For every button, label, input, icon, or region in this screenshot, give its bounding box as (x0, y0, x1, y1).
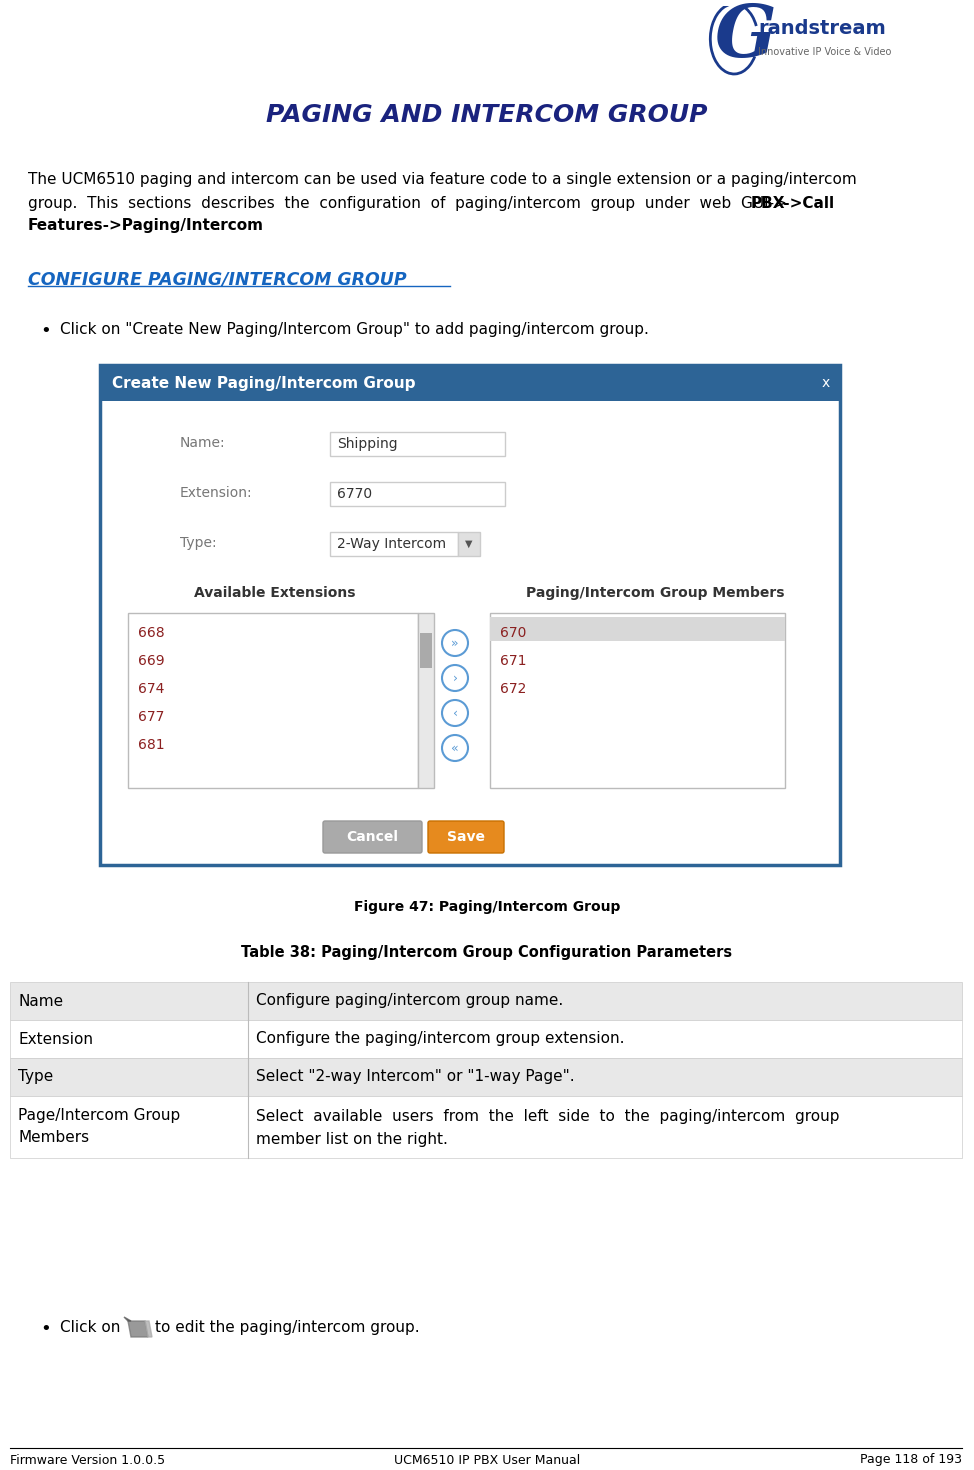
Text: 2-Way Intercom: 2-Way Intercom (337, 537, 446, 551)
Text: »: » (451, 637, 459, 650)
Text: Features->Paging/Intercom: Features->Paging/Intercom (28, 218, 264, 234)
Bar (10, 1058, 962, 1097)
Bar (458, 532, 480, 556)
Text: ‹: ‹ (453, 707, 458, 719)
Text: ▼: ▼ (466, 539, 472, 548)
Text: CONFIGURE PAGING/INTERCOM GROUP: CONFIGURE PAGING/INTERCOM GROUP (28, 270, 406, 288)
Text: The UCM6510 paging and intercom can be used via feature code to a single extensi: The UCM6510 paging and intercom can be u… (28, 172, 857, 187)
Text: Name:: Name: (180, 437, 226, 450)
Text: •: • (40, 322, 51, 340)
Text: Configure paging/intercom group name.: Configure paging/intercom group name. (256, 994, 563, 1008)
Bar (10, 982, 962, 1020)
Polygon shape (145, 1322, 152, 1338)
Polygon shape (124, 1317, 131, 1322)
Bar (330, 532, 458, 556)
Text: .: . (215, 218, 220, 234)
Text: Paging/Intercom Group Members: Paging/Intercom Group Members (526, 587, 784, 600)
Text: Type: Type (18, 1070, 54, 1085)
Bar (420, 634, 432, 667)
Text: to edit the paging/intercom group.: to edit the paging/intercom group. (155, 1320, 420, 1335)
Text: Available Extensions: Available Extensions (194, 587, 356, 600)
Text: 6770: 6770 (337, 487, 372, 501)
Text: Extension: Extension (18, 1032, 93, 1047)
Text: x: x (822, 376, 830, 390)
Text: Shipping: Shipping (337, 437, 397, 451)
Text: PBX->Call: PBX->Call (751, 196, 835, 212)
Bar (330, 482, 505, 506)
Text: group.  This  sections  describes  the  configuration  of  paging/intercom  grou: group. This sections describes the confi… (28, 196, 787, 212)
Bar (10, 1020, 962, 1058)
Text: Name: Name (18, 994, 63, 1008)
Text: Extension:: Extension: (180, 487, 252, 500)
Text: Create New Paging/Intercom Group: Create New Paging/Intercom Group (112, 375, 416, 391)
Text: 669: 669 (138, 654, 165, 667)
Text: Page 118 of 193: Page 118 of 193 (860, 1454, 962, 1467)
FancyBboxPatch shape (428, 822, 504, 853)
Bar (490, 617, 785, 641)
Text: Cancel: Cancel (346, 831, 398, 844)
Text: 672: 672 (500, 682, 526, 695)
Bar (128, 613, 418, 788)
Polygon shape (128, 1322, 148, 1338)
Text: Firmware Version 1.0.0.5: Firmware Version 1.0.0.5 (10, 1454, 166, 1467)
Text: member list on the right.: member list on the right. (256, 1132, 448, 1147)
Text: Configure the paging/intercom group extension.: Configure the paging/intercom group exte… (256, 1032, 624, 1047)
Text: 674: 674 (138, 682, 165, 695)
Text: Members: Members (18, 1130, 90, 1145)
Text: randstream: randstream (758, 19, 885, 38)
Text: Click on "Create New Paging/Intercom Group" to add paging/intercom group.: Click on "Create New Paging/Intercom Gro… (60, 322, 649, 337)
Text: ›: › (453, 672, 458, 685)
Text: Table 38: Paging/Intercom Group Configuration Parameters: Table 38: Paging/Intercom Group Configur… (242, 945, 732, 960)
Bar (490, 613, 785, 788)
Text: Figure 47: Paging/Intercom Group: Figure 47: Paging/Intercom Group (354, 900, 620, 914)
Text: «: « (451, 741, 459, 754)
Text: UCM6510 IP PBX User Manual: UCM6510 IP PBX User Manual (393, 1454, 581, 1467)
Bar (418, 613, 434, 788)
Text: Select "2-way Intercom" or "1-way Page".: Select "2-way Intercom" or "1-way Page". (256, 1070, 575, 1085)
Text: Save: Save (447, 831, 485, 844)
FancyBboxPatch shape (323, 822, 422, 853)
Text: •: • (40, 1320, 51, 1338)
Text: 670: 670 (500, 626, 526, 639)
Bar (330, 432, 505, 456)
Text: Innovative IP Voice & Video: Innovative IP Voice & Video (758, 47, 891, 57)
Text: 668: 668 (138, 626, 165, 639)
Text: G: G (714, 1, 776, 72)
Text: 671: 671 (500, 654, 527, 667)
Bar (100, 365, 840, 864)
Text: 677: 677 (138, 710, 165, 725)
Text: PAGING AND INTERCOM GROUP: PAGING AND INTERCOM GROUP (266, 103, 708, 126)
Text: 681: 681 (138, 738, 165, 753)
Text: Select  available  users  from  the  left  side  to  the  paging/intercom  group: Select available users from the left sid… (256, 1108, 840, 1125)
Text: Click on: Click on (60, 1320, 126, 1335)
Text: Type:: Type: (180, 537, 216, 550)
Bar (100, 365, 840, 401)
Bar (10, 1097, 962, 1158)
Text: Page/Intercom Group: Page/Intercom Group (18, 1108, 180, 1123)
